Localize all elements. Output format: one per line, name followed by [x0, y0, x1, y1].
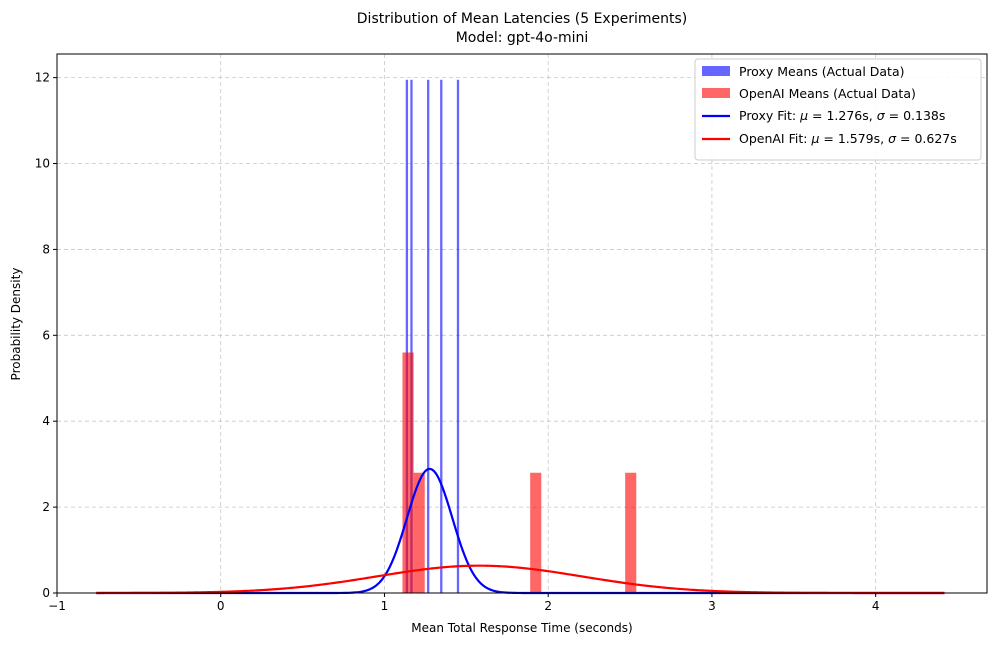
legend-label: OpenAI Fit: μ = 1.579s, σ = 0.627s — [739, 131, 957, 146]
histogram-bar — [427, 79, 430, 593]
histogram-bar — [402, 352, 414, 593]
histogram-bar — [410, 79, 413, 593]
histogram-bar — [440, 79, 443, 593]
histogram-bars — [402, 79, 637, 593]
proxy-fit-curve — [96, 467, 945, 595]
histogram-proxy — [405, 79, 460, 593]
legend-label: Proxy Fit: μ = 1.276s, σ = 0.138s — [739, 108, 945, 123]
legend-swatch-openai-means — [702, 88, 730, 98]
x-tick-label: −1 — [48, 599, 66, 613]
legend-sigma-label: σ — [877, 108, 886, 123]
x-tick-label: 0 — [217, 599, 225, 613]
legend-sigma-value: 0.627s — [914, 131, 956, 146]
x-tick-label: 4 — [872, 599, 880, 613]
fit-curves — [96, 467, 945, 595]
legend-box — [694, 58, 982, 161]
plot-frame — [56, 53, 988, 594]
histogram-bar — [530, 472, 542, 593]
legend-sigma-label: σ — [888, 131, 897, 146]
legend-label: Proxy Means (Actual Data) — [739, 64, 905, 79]
y-axis-label: Probability Density — [9, 268, 23, 381]
y-tick-label: 4 — [42, 414, 50, 428]
x-tick-label: 3 — [708, 599, 716, 613]
histogram-openai — [402, 352, 637, 593]
openai-fit-curve — [96, 564, 945, 595]
y-tick-label: 6 — [42, 328, 50, 342]
x-axis-ticks: −1 0 1 2 3 4 — [48, 593, 879, 613]
y-tick-label: 2 — [42, 500, 50, 514]
legend-swatch-proxy-means — [702, 66, 730, 76]
legend-label: OpenAI Means (Actual Data) — [739, 86, 916, 101]
histogram-bar — [625, 472, 637, 593]
legend-sigma-value: 0.138s — [903, 108, 945, 123]
legend-mu-value: 1.579s — [838, 131, 880, 146]
y-tick-label: 10 — [35, 157, 50, 171]
x-tick-label: 2 — [544, 599, 552, 613]
y-tick-label: 0 — [42, 586, 50, 600]
chart-title: Distribution of Mean Latencies (5 Experi… — [357, 11, 687, 27]
y-axis-ticks: 0 2 4 6 8 10 12 — [35, 71, 57, 600]
x-tick-label: 1 — [381, 599, 389, 613]
legend-label-prefix: Proxy Fit: — [739, 108, 800, 123]
x-axis-label: Mean Total Response Time (seconds) — [411, 621, 632, 635]
histogram-bar — [413, 472, 425, 593]
y-tick-label: 8 — [42, 242, 50, 256]
legend-mu-label: μ — [799, 108, 808, 123]
chart-subtitle: Model: gpt-4o-mini — [456, 30, 589, 46]
legend-mu-label: μ — [810, 131, 819, 146]
legend-mu-value: 1.276s — [826, 108, 868, 123]
legend: Proxy Means (Actual Data) OpenAI Means (A… — [694, 58, 982, 161]
histogram-bar — [405, 79, 409, 593]
histogram-bar — [456, 79, 460, 593]
legend-label-prefix: OpenAI Fit: — [739, 131, 811, 146]
y-tick-label: 12 — [35, 71, 50, 85]
